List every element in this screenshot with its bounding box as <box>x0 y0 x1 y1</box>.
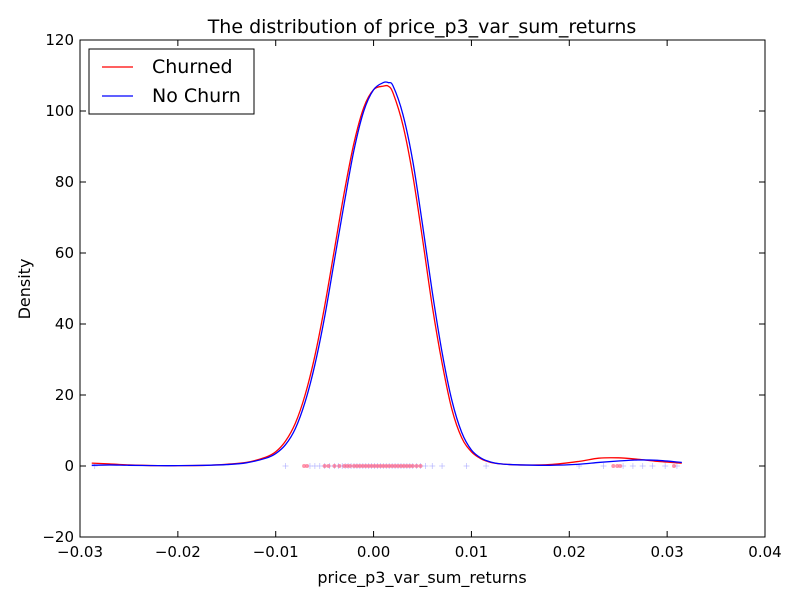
y-tick-label: 80 <box>55 173 74 191</box>
legend-box <box>88 48 255 115</box>
rug-mark-churned <box>369 464 374 468</box>
rug-mark-churned <box>363 464 368 468</box>
rug-mark-churned <box>671 464 676 468</box>
rug-mark-churned <box>407 464 412 468</box>
y-tick-label: 40 <box>55 315 74 333</box>
rug-mark-churned <box>618 464 623 468</box>
x-tick-label: 0.00 <box>357 543 390 561</box>
x-axis-label: price_p3_var_sum_returns <box>317 568 526 588</box>
legend-label-no-churn: No Churn <box>152 85 241 107</box>
plot-frame <box>79 39 766 538</box>
density-curves <box>91 81 682 467</box>
x-tick-label: −0.02 <box>155 543 201 561</box>
rug-mark-churned <box>305 464 310 468</box>
rug-mark-churned <box>337 464 342 468</box>
y-tick-label: 20 <box>55 386 74 404</box>
y-tick-label: 100 <box>45 102 74 120</box>
y-axis-label: Density <box>15 259 34 320</box>
rug-mark-churned <box>322 464 327 468</box>
y-tick-label: 120 <box>45 31 74 49</box>
series-line-churned <box>91 84 682 467</box>
rug-mark-churned <box>414 464 419 468</box>
y-tick-label: 60 <box>55 244 74 262</box>
rug-mark-churned <box>410 464 415 468</box>
rug-mark-churned <box>332 464 337 468</box>
rug-mark-churned <box>390 464 395 468</box>
axis-ticks: −0.03 −0.02 −0.01 0.00 0.01 0.02 0.03 0.04 −20 0 2… <box>42 31 781 561</box>
rug-mark-churned <box>366 464 371 468</box>
rug-mark-churned <box>615 464 620 468</box>
x-tick-label: −0.03 <box>57 543 103 561</box>
rug-mark-churned <box>326 464 331 468</box>
rug-mark-churned <box>348 464 353 468</box>
rug-mark-churned <box>378 464 383 468</box>
rug-mark-churned <box>352 464 356 468</box>
x-tick-label: 0.02 <box>553 543 586 561</box>
rug-mark-churned <box>404 464 409 468</box>
legend-label-churned: Churned <box>152 56 233 78</box>
x-tick-label: −0.01 <box>253 543 299 561</box>
y-tick-label: 0 <box>64 457 74 475</box>
x-tick-label: 0.01 <box>455 543 488 561</box>
rug-mark-churned <box>302 464 307 468</box>
rug-mark-churned <box>342 464 347 468</box>
rug-mark-churned <box>387 464 392 468</box>
rug-mark-churned <box>360 464 365 468</box>
rug-mark-churned <box>398 464 403 468</box>
rug-mark-churned <box>354 464 359 468</box>
rug-mark-churned <box>345 464 350 468</box>
rug-mark-churned <box>384 464 389 468</box>
rug-mark-churned <box>357 464 362 468</box>
rug-mark-churned <box>611 464 616 468</box>
rug-mark-churned <box>381 464 386 468</box>
chart-title: The distribution of price_p3_var_sum_ret… <box>207 16 637 38</box>
x-tick-label: 0.04 <box>748 543 781 561</box>
rug-mark-churned <box>393 464 398 468</box>
legend: Churned No Churn <box>88 48 255 115</box>
x-tick-label: 0.03 <box>650 543 683 561</box>
rug-mark-churned <box>401 464 406 468</box>
rug-marks <box>91 463 680 469</box>
y-tick-label: −20 <box>42 528 74 546</box>
rug-mark-churned <box>396 464 401 468</box>
rug-mark-churned <box>372 464 377 468</box>
series-line-no-churn <box>91 81 682 467</box>
rug-mark-churned <box>375 464 380 468</box>
rug-mark-churned <box>418 464 423 468</box>
